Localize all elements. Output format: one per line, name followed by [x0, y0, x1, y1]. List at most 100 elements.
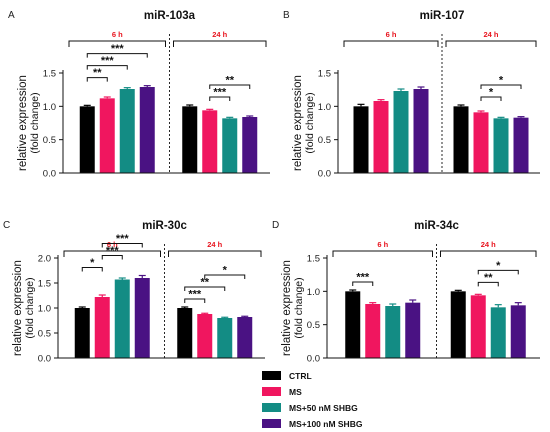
y-tick-label: 1.5	[307, 254, 320, 265]
significance-label: ***	[213, 87, 227, 99]
bar	[345, 291, 361, 358]
bar	[473, 112, 489, 173]
group-label: 6 h	[107, 240, 118, 249]
significance-label: *	[223, 265, 228, 277]
y-tick-label: 0.5	[38, 329, 51, 340]
y-axis-label-units: (fold change)	[24, 277, 36, 338]
group-bracket	[445, 40, 537, 47]
y-axis-label: relative expression	[17, 75, 29, 171]
bar	[222, 118, 238, 173]
y-axis-label: relative expression	[281, 260, 293, 356]
significance-label: **	[200, 277, 209, 289]
legend-label-ms-50-shbg: MS+50 nM SHBG	[289, 402, 358, 413]
legend-label-ctrl: CTRL	[289, 370, 312, 381]
significance-label: **	[484, 272, 493, 284]
y-tick-label: 0.0	[307, 354, 320, 365]
significance-label: **	[225, 75, 234, 87]
legend-label-ms: MS	[289, 386, 302, 397]
group-bracket	[332, 250, 433, 257]
bar	[99, 98, 115, 173]
y-tick-label: 0.0	[318, 169, 331, 180]
group-label: 24 h	[483, 30, 498, 39]
significance-bracket	[86, 53, 148, 58]
bar	[385, 306, 401, 358]
group-bracket	[68, 40, 166, 47]
legend-item-ctrl: CTRL	[262, 368, 362, 383]
significance-bracket	[101, 255, 123, 260]
y-tick-label: 1.5	[38, 279, 51, 290]
significance-label: *	[489, 87, 494, 99]
significance-label: *	[90, 257, 95, 269]
bar	[490, 307, 506, 358]
group-label: 6 h	[112, 30, 123, 39]
bar	[177, 308, 193, 358]
y-axis-label-units: (fold change)	[29, 92, 41, 153]
panel-letter: C	[3, 220, 10, 231]
y-tick-label: 1.0	[38, 304, 51, 315]
bar	[450, 291, 466, 358]
significance-bracket	[101, 243, 143, 248]
bar	[139, 87, 155, 173]
y-tick-label: 1.5	[43, 69, 56, 80]
bar	[237, 317, 253, 358]
bar	[365, 304, 381, 358]
legend-swatch-ctrl	[262, 371, 281, 380]
group-label: 6 h	[377, 240, 388, 249]
significance-bracket	[204, 274, 246, 279]
significance-bracket	[352, 281, 374, 286]
legend-swatch-ms-100-shbg	[262, 419, 281, 428]
bar	[513, 117, 529, 173]
y-axis-label: relative expression	[292, 75, 304, 171]
legend-item-ms: MS	[262, 384, 362, 399]
chart-title: miR-103a	[144, 10, 196, 22]
group-bracket	[168, 250, 262, 257]
group-label: 6 h	[386, 30, 397, 39]
bar	[393, 91, 409, 173]
legend-item-ms-100-shbg: MS+100 nM SHBG	[262, 416, 362, 431]
y-tick-label: 1.0	[307, 287, 320, 298]
significance-label: ***	[101, 55, 115, 67]
y-tick-label: 1.0	[318, 102, 331, 113]
panel-letter: B	[283, 10, 290, 21]
group-label: 24 h	[481, 240, 496, 249]
group-bracket	[173, 40, 267, 47]
group-label: 24 h	[207, 240, 222, 249]
bar	[74, 308, 90, 358]
significance-bracket	[209, 84, 251, 89]
group-label: 24 h	[212, 30, 227, 39]
bar	[79, 106, 95, 173]
significance-label: **	[93, 67, 102, 79]
y-tick-label: 1.5	[318, 69, 331, 80]
significance-bracket	[477, 281, 499, 287]
legend-label-ms-100-shbg: MS+100 nM SHBG	[289, 418, 363, 429]
bar	[134, 278, 150, 358]
panel-letter: A	[8, 10, 15, 21]
y-tick-label: 0.5	[43, 135, 56, 146]
bar	[94, 297, 110, 358]
significance-bracket	[81, 267, 103, 272]
significance-bracket	[480, 96, 502, 101]
y-axis-label-units: (fold change)	[293, 277, 305, 338]
bar	[413, 89, 429, 173]
significance-label: ***	[106, 245, 120, 257]
significance-label: ***	[116, 233, 130, 245]
group-bracket	[440, 250, 537, 257]
group-bracket	[343, 40, 439, 47]
y-axis-label-units: (fold change)	[304, 92, 316, 153]
legend-item-ms-50-shbg: MS+50 nM SHBG	[262, 400, 362, 415]
bar	[453, 106, 469, 173]
bar	[373, 101, 389, 173]
panel-letter: D	[272, 220, 279, 231]
significance-bracket	[184, 298, 206, 303]
bar	[197, 314, 213, 358]
significance-bracket	[184, 286, 226, 291]
bar	[217, 318, 233, 358]
y-tick-label: 0.0	[43, 169, 56, 180]
chart-title: miR-30c	[142, 220, 187, 232]
bar	[510, 305, 526, 358]
y-tick-label: 0.5	[307, 320, 320, 331]
legend: CTRL MS MS+50 nM SHBG MS+100 nM SHBG	[262, 368, 362, 432]
